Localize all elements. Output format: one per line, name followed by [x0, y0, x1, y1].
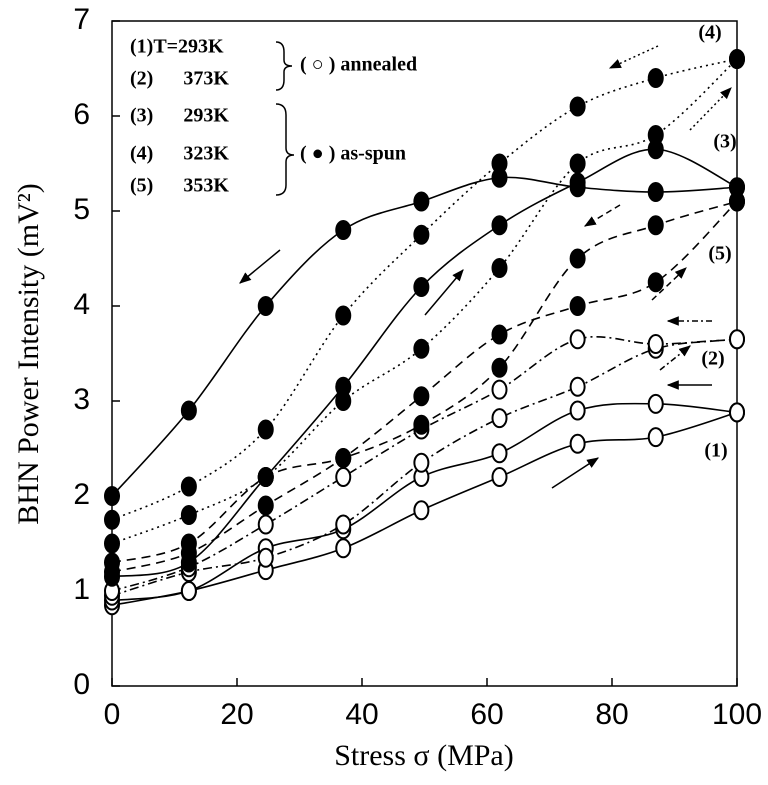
x-axis-label: Stress σ (MPa)	[334, 739, 514, 772]
curve-label: (2)	[701, 348, 724, 370]
y-tick-label: 1	[73, 573, 90, 606]
data-point	[491, 324, 508, 345]
data-point	[104, 509, 120, 530]
data-point	[491, 258, 508, 278]
data-point	[569, 376, 586, 397]
curve-label: (3)	[713, 131, 736, 153]
data-point	[569, 177, 586, 198]
data-point	[569, 96, 586, 117]
data-point	[647, 125, 664, 145]
data-point	[569, 153, 586, 174]
data-point	[647, 272, 664, 293]
data-point	[569, 248, 586, 269]
curve-label: (4)	[698, 22, 721, 44]
legend-text: (3) 293K	[130, 105, 229, 127]
legend-braces	[275, 41, 295, 196]
data-point	[257, 467, 274, 487]
data-point	[257, 514, 274, 535]
data-point	[729, 402, 745, 423]
data-point	[729, 49, 745, 69]
data-point	[257, 495, 274, 516]
legend-group: ( ○ ) annealed	[300, 54, 417, 76]
y-axis-label: BHN Power Intensity (mV²)	[12, 183, 45, 524]
legend-text: (5) 353K	[130, 175, 229, 197]
x-tick-label: 20	[220, 698, 253, 731]
series-line	[111, 176, 738, 497]
data-point	[335, 391, 352, 411]
data-point	[569, 400, 586, 421]
data-point	[491, 443, 508, 464]
data-point	[335, 305, 352, 326]
data-point	[647, 427, 664, 448]
data-point	[647, 334, 664, 354]
data-point	[413, 277, 430, 297]
data-point	[647, 215, 664, 236]
data-point	[413, 414, 430, 435]
series-line	[111, 58, 738, 545]
data-point	[180, 505, 197, 525]
data-point	[491, 215, 508, 236]
y-tick-label: 0	[73, 668, 90, 701]
curve-label: (1)	[704, 440, 727, 462]
data-point	[180, 476, 197, 497]
data-point	[413, 224, 430, 245]
data-point	[104, 552, 120, 573]
y-tick-label: 3	[73, 383, 90, 416]
y-tick-label: 4	[73, 288, 90, 321]
x-tick-label: 100	[712, 698, 762, 731]
y-tick-label: 5	[73, 193, 90, 226]
legend-text: (2) 373K	[130, 68, 229, 90]
data-point	[569, 433, 586, 454]
curve-label: (5)	[708, 243, 731, 265]
legend-text: (4) 323K	[130, 143, 229, 165]
data-point	[647, 182, 664, 202]
data-point	[180, 533, 197, 554]
data-point	[569, 296, 586, 316]
data-point	[413, 338, 430, 359]
data-point	[335, 467, 352, 487]
data-point	[335, 448, 352, 468]
data-point	[104, 486, 120, 506]
y-tick-label: 6	[73, 98, 90, 131]
legend-group: ( ● ) as-spun	[300, 143, 406, 165]
arrows	[239, 45, 732, 489]
data-point	[491, 408, 508, 429]
data-point	[729, 329, 745, 350]
data-point	[491, 467, 508, 487]
data-point	[413, 386, 430, 407]
data-point	[257, 419, 274, 440]
data-point	[104, 533, 120, 554]
data-point	[647, 68, 664, 88]
data-point	[413, 452, 430, 473]
data-point	[729, 191, 745, 212]
legend-text: (1)T=293K	[130, 36, 224, 58]
data-point	[569, 329, 586, 350]
data-point	[491, 153, 508, 174]
x-tick-label: 60	[470, 698, 503, 731]
data-point	[180, 581, 197, 601]
x-tick-label: 40	[345, 698, 378, 731]
data-point	[257, 296, 274, 316]
plot-frame	[111, 20, 738, 687]
y-tick-label: 2	[73, 478, 90, 511]
data-point	[413, 500, 430, 521]
data-point	[491, 357, 508, 378]
data-point	[335, 220, 352, 240]
x-tick-label: 80	[595, 698, 628, 731]
x-tick-label: 0	[104, 698, 121, 731]
data-point	[413, 191, 430, 212]
data-point	[647, 393, 664, 414]
data-point	[257, 547, 274, 568]
data-point	[335, 538, 352, 559]
data-point	[335, 514, 352, 535]
data-point	[491, 379, 508, 400]
y-tick-label: 7	[73, 3, 90, 36]
data-point	[180, 400, 197, 421]
